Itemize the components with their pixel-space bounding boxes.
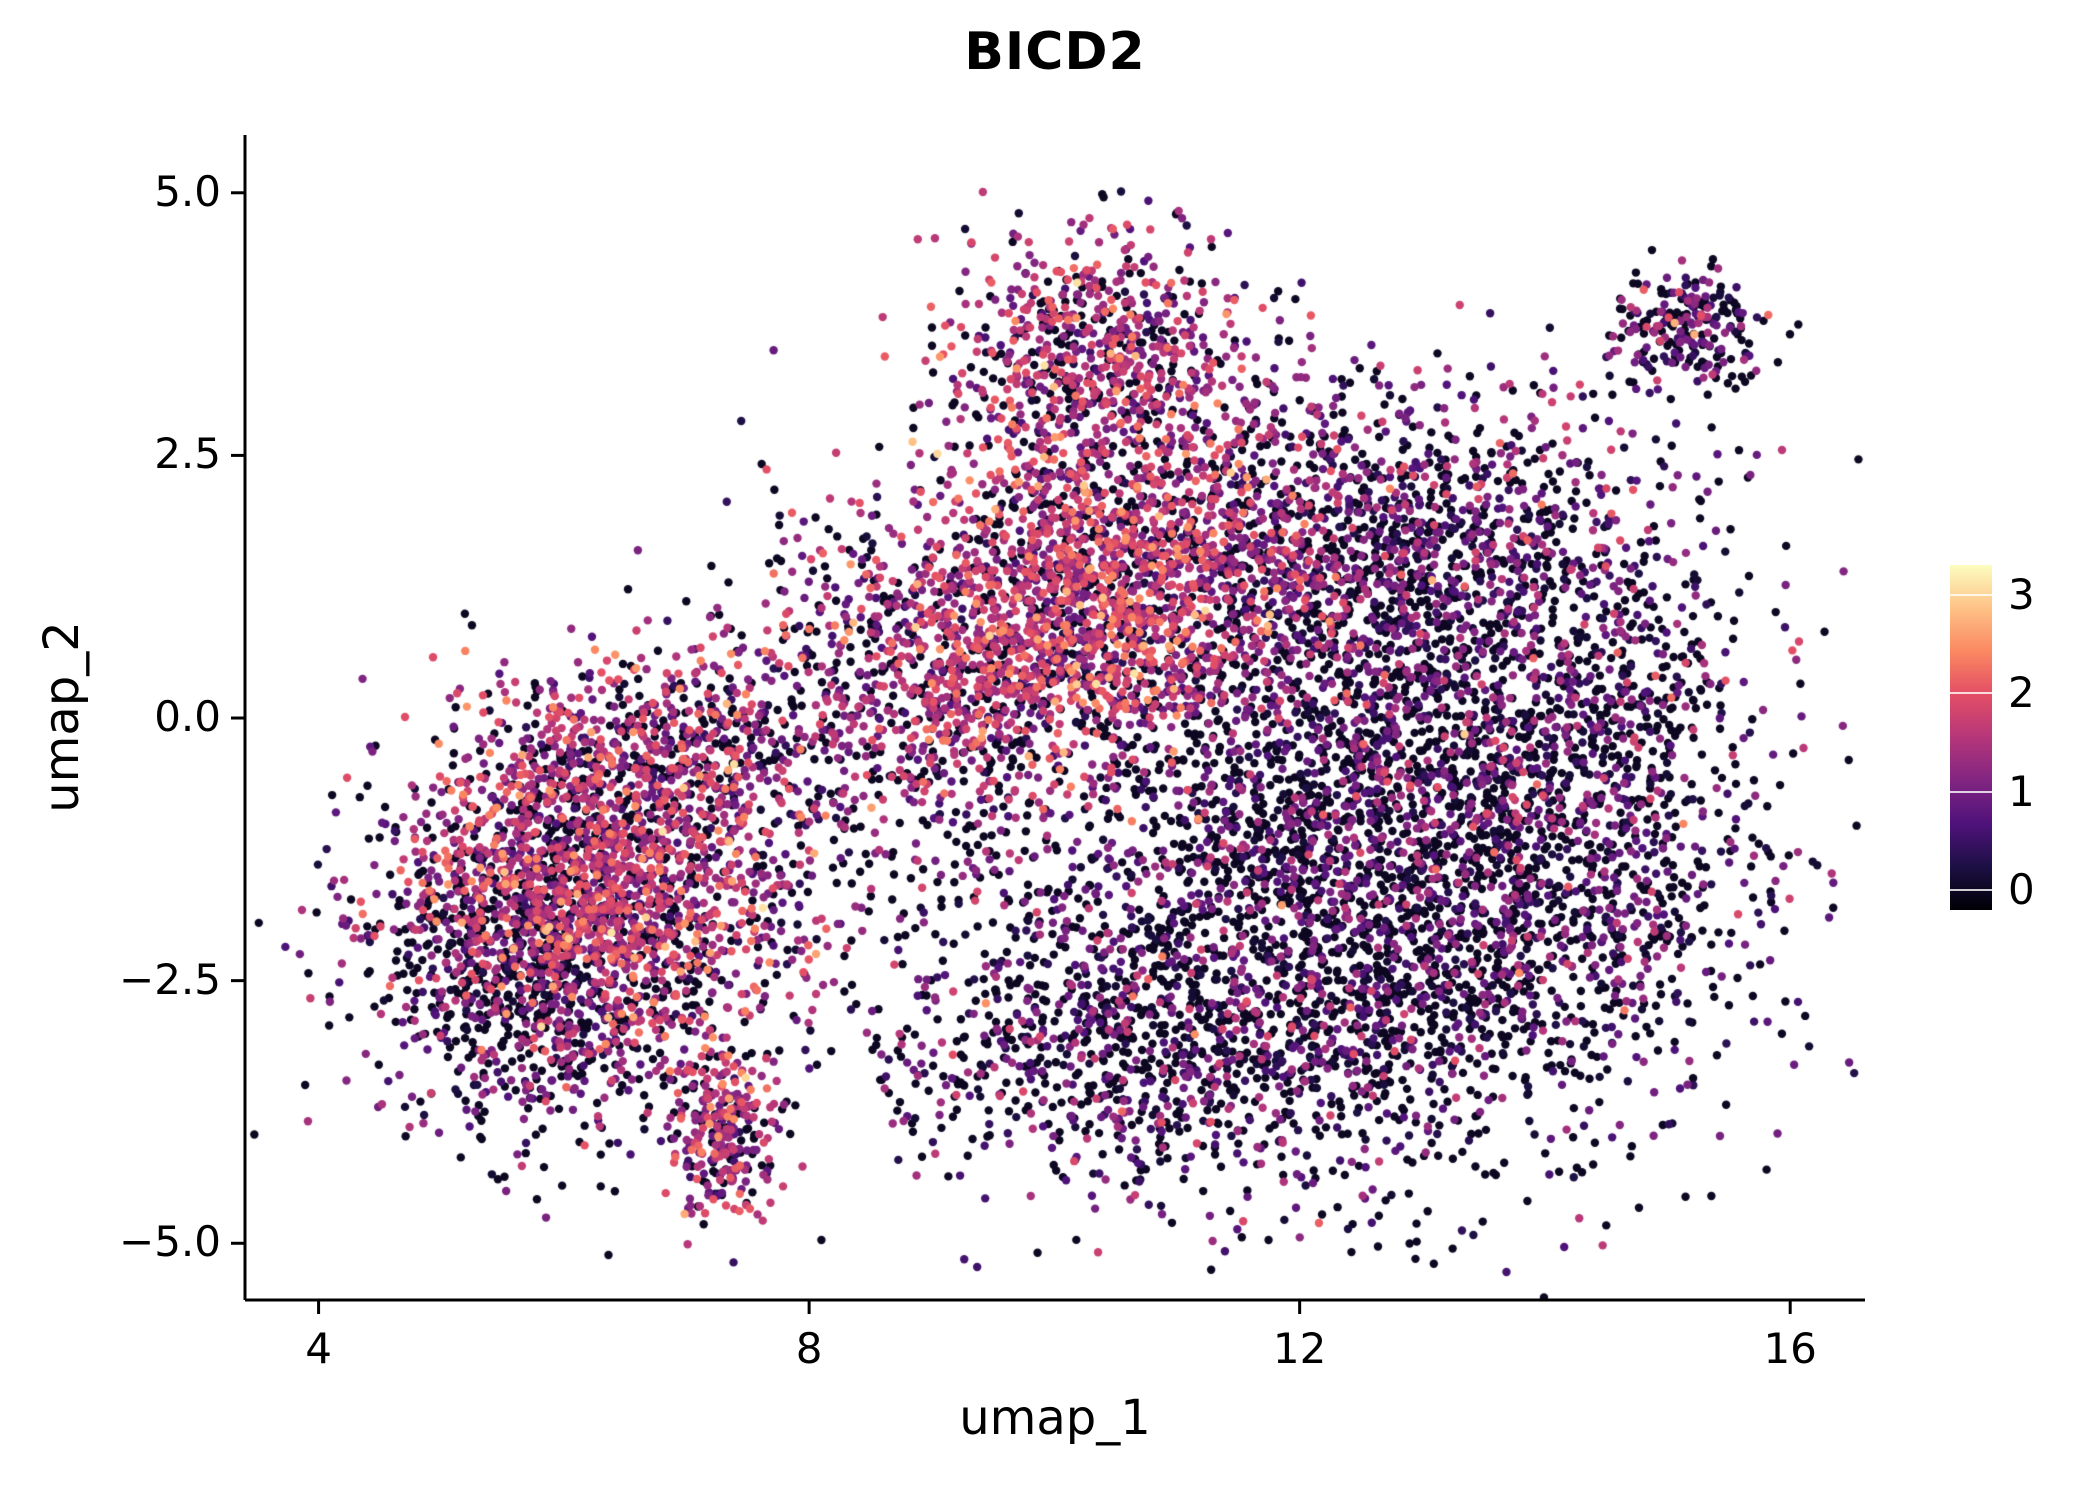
- colorbar-tick-label: 1: [2008, 766, 2035, 816]
- colorbar-tick: [1950, 889, 1992, 892]
- colorbar-gradient: [1950, 565, 1992, 910]
- colorbar-tick: [1950, 692, 1992, 695]
- x-axis-label: umap_1: [959, 1390, 1151, 1446]
- x-tick-label: 12: [1272, 1324, 1327, 1373]
- colorbar-tick: [1950, 593, 1992, 596]
- colorbar: 3 2 1 0: [1950, 565, 2100, 914]
- y-tick-label: 5.0: [154, 166, 221, 216]
- umap-scatter-canvas: [245, 135, 1865, 1300]
- y-tick-label: −5.0: [119, 1217, 221, 1267]
- x-tick-label: 4: [305, 1324, 332, 1373]
- plot-title: BICD2: [964, 22, 1146, 82]
- colorbar-tick-label: 3: [2008, 569, 2035, 619]
- colorbar-tick-label: 2: [2008, 668, 2035, 718]
- x-tick-label: 16: [1763, 1324, 1817, 1373]
- colorbar-tick: [1950, 790, 1992, 793]
- x-tick-label: 8: [795, 1324, 823, 1373]
- y-tick-label: 0.0: [154, 692, 221, 742]
- y-tick-label: −2.5: [119, 954, 221, 1004]
- y-tick-label: 2.5: [154, 429, 221, 479]
- colorbar-tick-label: 0: [2008, 865, 2035, 915]
